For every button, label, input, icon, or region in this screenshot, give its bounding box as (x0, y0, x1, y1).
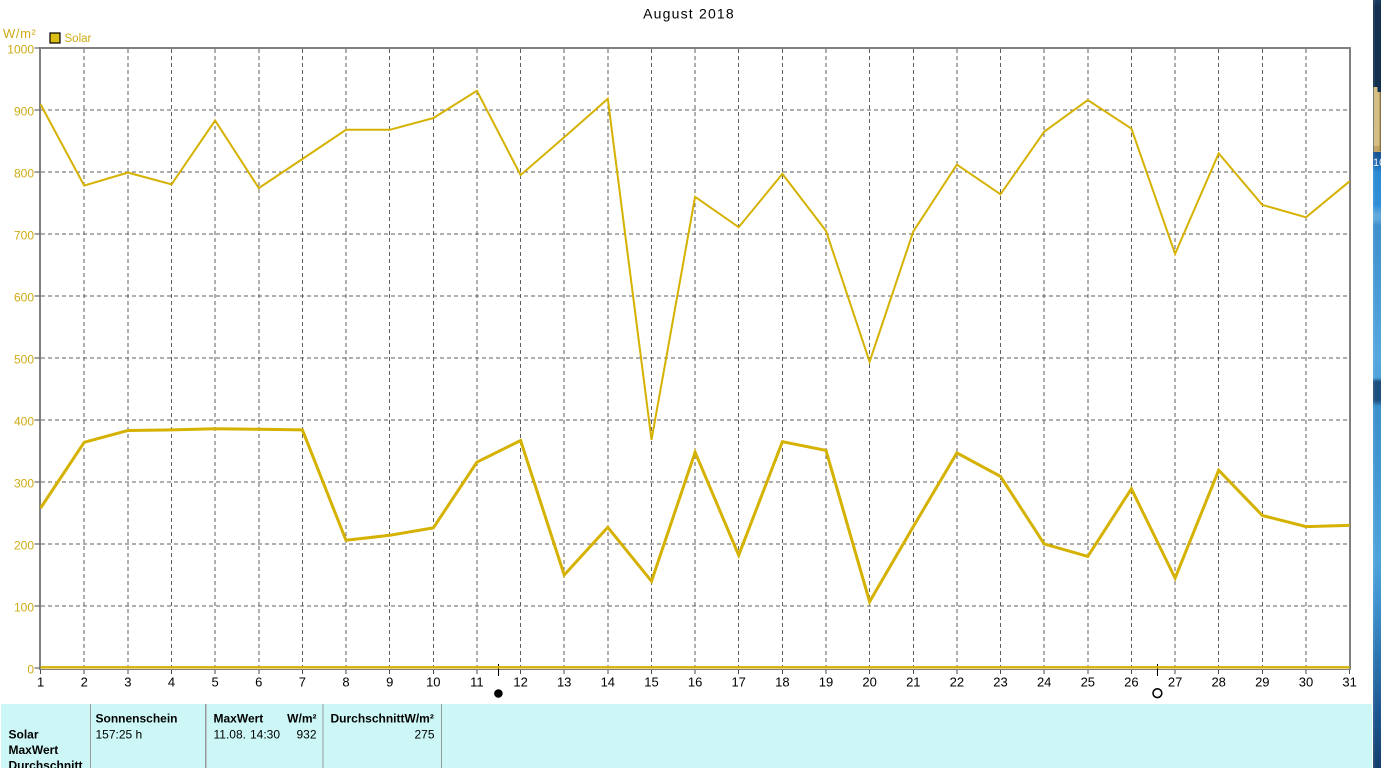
svg-text:21: 21 (906, 675, 920, 690)
svg-text:26: 26 (1124, 675, 1138, 690)
svg-text:0: 0 (27, 662, 34, 676)
svg-text:7: 7 (299, 675, 306, 690)
svg-text:1: 1 (37, 675, 44, 690)
svg-text:17: 17 (731, 675, 745, 690)
svg-text:3: 3 (124, 675, 131, 690)
svg-text:30: 30 (1299, 675, 1313, 690)
svg-text:29: 29 (1255, 675, 1269, 690)
svg-text:157:25 h: 157:25 h (96, 728, 143, 742)
svg-text:23: 23 (993, 675, 1007, 690)
svg-text:15: 15 (644, 675, 658, 690)
svg-text:2: 2 (81, 675, 88, 690)
svg-text:31: 31 (1342, 675, 1356, 690)
svg-text:300: 300 (14, 476, 34, 490)
svg-text:10: 10 (426, 675, 440, 690)
svg-text:100: 100 (14, 600, 34, 614)
svg-text:28: 28 (1211, 675, 1225, 690)
svg-text:Durchschnitt: Durchschnitt (9, 759, 83, 768)
svg-text:1000: 1000 (7, 42, 34, 56)
svg-text:8: 8 (342, 675, 349, 690)
svg-text:700: 700 (14, 228, 34, 242)
svg-text:14: 14 (601, 675, 615, 690)
svg-text:MaxWert: MaxWert (9, 743, 59, 757)
svg-text:19: 19 (819, 675, 833, 690)
svg-text:Solar: Solar (9, 728, 39, 742)
svg-text:Sonnenschein: Sonnenschein (96, 711, 178, 725)
svg-text:MaxWert: MaxWert (214, 711, 264, 725)
svg-text:11.08.: 11.08. (214, 728, 246, 742)
svg-text:August 2018: August 2018 (643, 6, 735, 22)
svg-text:600: 600 (14, 290, 34, 304)
svg-text:5: 5 (211, 675, 218, 690)
svg-text:20: 20 (862, 675, 876, 690)
svg-text:11: 11 (470, 675, 484, 690)
svg-text:400: 400 (14, 414, 34, 428)
svg-text:6: 6 (255, 675, 262, 690)
svg-text:9: 9 (386, 675, 393, 690)
svg-text:18: 18 (775, 675, 789, 690)
svg-text:200: 200 (14, 538, 34, 552)
svg-text:DurchschnittW/m²: DurchschnittW/m² (331, 711, 434, 725)
svg-text:12: 12 (513, 675, 527, 690)
svg-text:22: 22 (950, 675, 964, 690)
svg-text:24: 24 (1037, 675, 1051, 690)
svg-text:14:30: 14:30 (250, 728, 280, 742)
svg-text:13: 13 (557, 675, 571, 690)
svg-text:W/m²: W/m² (287, 711, 316, 725)
svg-text:900: 900 (14, 104, 34, 118)
svg-text:932: 932 (296, 728, 316, 742)
svg-text:10: 10 (1373, 157, 1381, 169)
svg-text:275: 275 (414, 728, 434, 742)
svg-text:25: 25 (1081, 675, 1095, 690)
svg-text:800: 800 (14, 166, 34, 180)
svg-text:16: 16 (688, 675, 702, 690)
svg-text:500: 500 (14, 352, 34, 366)
svg-text:4: 4 (168, 675, 175, 690)
svg-text:Solar: Solar (65, 33, 92, 45)
svg-text:27: 27 (1168, 675, 1182, 690)
svg-text:W/m²: W/m² (3, 26, 37, 41)
